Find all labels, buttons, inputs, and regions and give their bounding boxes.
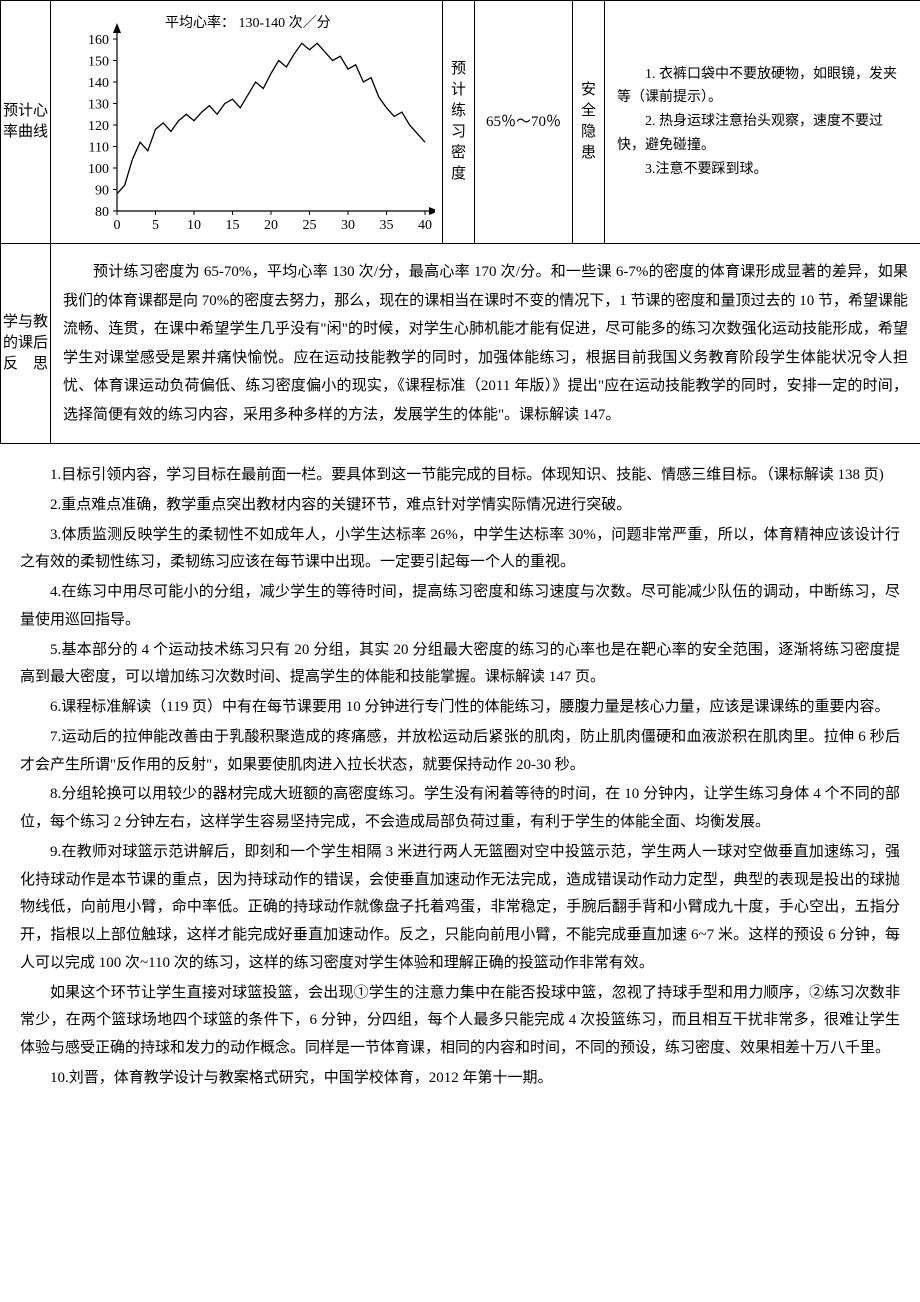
svg-text:80: 80 — [95, 205, 109, 220]
label-reflection: 学与教的课后反 思 — [1, 244, 51, 444]
row-chart: 预计心率曲线 平均心率： 130-140 次／分 809010011012013… — [1, 1, 920, 244]
reflection-text: 预计练习密度为 65-70%，平均心率 130 次/分，最高心率 170 次/分… — [51, 244, 920, 444]
chart-title: 平均心率： 130-140 次／分 — [165, 13, 331, 34]
svg-text:35: 35 — [380, 218, 394, 233]
safety-item-3: 3.注意不要踩到球。 — [617, 158, 908, 182]
safety-cell: 1. 衣裤口袋中不要放硬物，如眼镜，发夹等（课前提示）。 2. 热身运球注意抬头… — [605, 1, 920, 244]
svg-text:20: 20 — [264, 218, 278, 233]
svg-text:10: 10 — [187, 218, 201, 233]
svg-text:15: 15 — [226, 218, 240, 233]
safety-item-2: 2. 热身运球注意抬头观察，速度不要过快，避免碰撞。 — [617, 110, 908, 158]
note-2: 2.重点难点准确，教学重点突出教材内容的关键环节，难点针对学情实际情况进行突破。 — [20, 492, 900, 520]
svg-text:0: 0 — [114, 218, 121, 233]
svg-text:30: 30 — [341, 218, 355, 233]
density-value: 65％～70％ — [475, 1, 573, 244]
svg-text:110: 110 — [89, 141, 109, 156]
label-density: 预计练习密度 — [443, 1, 475, 244]
note-10: 10.刘晋，体育教学设计与教案格式研究，中国学校体育，2012 年第十一期。 — [20, 1065, 900, 1093]
svg-text:140: 140 — [88, 76, 109, 91]
safety-item-1: 1. 衣裤口袋中不要放硬物，如眼镜，发夹等（课前提示）。 — [617, 63, 908, 111]
lesson-table: 预计心率曲线 平均心率： 130-140 次／分 809010011012013… — [0, 0, 920, 444]
note-9: 9.在教师对球篮示范讲解后，即刻和一个学生相隔 3 米进行两人无篮圈对空中投篮示… — [20, 839, 900, 978]
chart-cell: 平均心率： 130-140 次／分 8090100110120130140150… — [51, 1, 443, 244]
hr-chart: 平均心率： 130-140 次／分 8090100110120130140150… — [55, 9, 435, 239]
label-safety: 安全隐患 — [573, 1, 605, 244]
svg-text:40: 40 — [418, 218, 432, 233]
note-4: 4.在练习中用尽可能小的分组，减少学生的等待时间，提高练习密度和练习速度与次数。… — [20, 579, 900, 635]
note-1: 1.目标引领内容，学习目标在最前面一栏。要具体到这一节能完成的目标。体现知识、技… — [20, 462, 900, 490]
svg-text:160: 160 — [88, 33, 109, 48]
svg-text:25: 25 — [303, 218, 317, 233]
row-reflection: 学与教的课后反 思 预计练习密度为 65-70%，平均心率 130 次/分，最高… — [1, 244, 920, 444]
note-3: 3.体质监测反映学生的柔韧性不如成年人，小学生达标率 26%，中学生达标率 30… — [20, 522, 900, 578]
label-hr-curve: 预计心率曲线 — [1, 1, 51, 244]
hr-chart-svg: 80 90 100 110 120 130 140 150 160 0 5 10 15 20 25 30 35 4… — [55, 9, 435, 239]
svg-text:5: 5 — [152, 218, 159, 233]
note-6: 6.课程标准解读（119 页）中有在每节课要用 10 分钟进行专门性的体能练习，… — [20, 694, 900, 722]
notes-section: 1.目标引领内容，学习目标在最前面一栏。要具体到这一节能完成的目标。体现知识、技… — [0, 444, 920, 1115]
note-8: 8.分组轮换可以用较少的器材完成大班额的高密度练习。学生没有闲着等待的时间，在 … — [20, 781, 900, 837]
note-9b: 如果这个环节让学生直接对球篮投篮，会出现①学生的注意力集中在能否投球中篮，忽视了… — [20, 980, 900, 1063]
svg-text:130: 130 — [88, 98, 109, 113]
svg-text:90: 90 — [95, 184, 109, 199]
note-7: 7.运动后的拉伸能改善由于乳酸积聚造成的疼痛感，并放松运动后紧张的肌肉，防止肌肉… — [20, 724, 900, 780]
svg-text:150: 150 — [88, 55, 109, 70]
svg-text:120: 120 — [88, 119, 109, 134]
svg-text:100: 100 — [88, 162, 109, 177]
note-5: 5.基本部分的 4 个运动技术练习只有 20 分组，其实 20 分组最大密度的练… — [20, 637, 900, 693]
